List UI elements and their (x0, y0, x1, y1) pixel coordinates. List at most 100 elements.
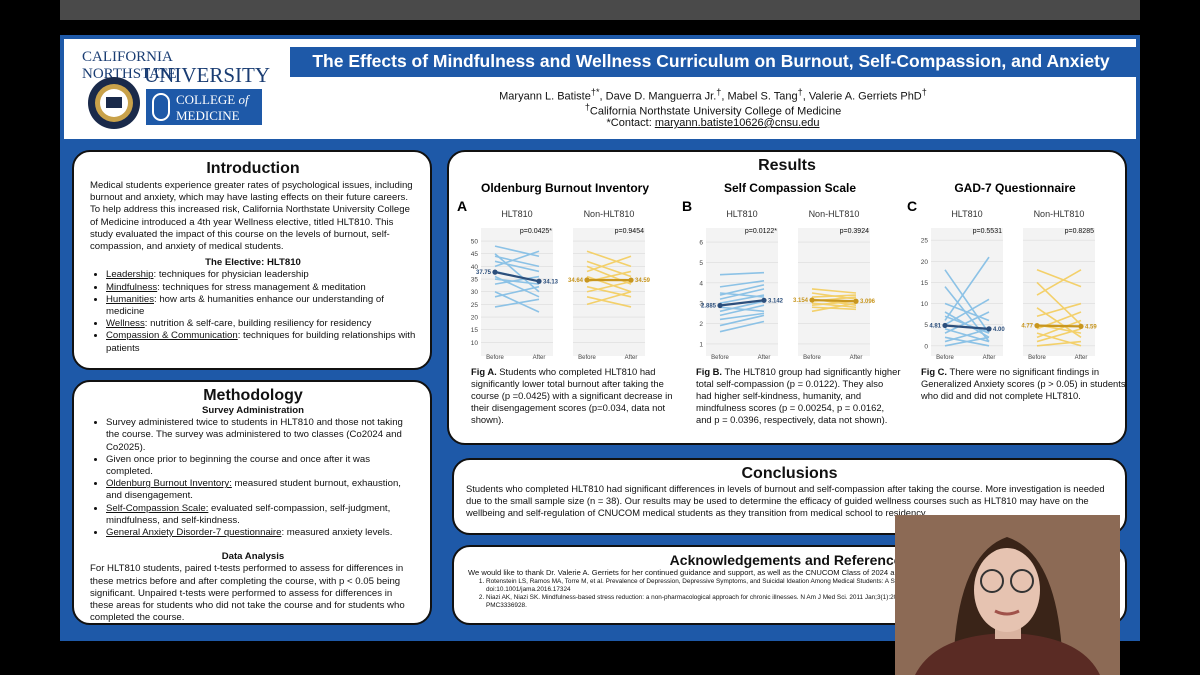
mean-point (492, 269, 498, 275)
p-value: p=0.0425* (520, 228, 552, 235)
acknowledgements-text: We would like to thank Dr. Valerie A. Ge… (468, 568, 1051, 577)
list-item: Leadership: techniques for physician lea… (106, 269, 416, 281)
mean-line (1036, 324, 1082, 328)
x-tick-label: Before (803, 355, 821, 361)
x-tick-label: Before (486, 355, 504, 361)
caption-label: Fig C. (921, 366, 948, 377)
subject-line (719, 306, 765, 313)
college-medicine: MEDICINE (176, 108, 240, 123)
y-tick-label: 35 (471, 277, 479, 284)
analysis-text: For HLT810 students, paired t-tests perf… (90, 563, 405, 624)
caption-label: Fig B. (696, 366, 723, 377)
college-of: of (238, 92, 249, 107)
subject-line (494, 250, 540, 268)
subject-line (494, 275, 540, 285)
group-label: Non-HLT810 (584, 209, 635, 219)
author-name: Dave D. Manguerra Jr. (605, 90, 717, 103)
y-tick-label: 50 (471, 239, 479, 246)
item-term: Wellness (106, 318, 145, 330)
list-item: Wellness: nutrition & self-care, buildin… (106, 318, 416, 330)
item-text: : techniques for building relationships … (106, 330, 416, 354)
section-title: Methodology (203, 387, 303, 404)
subject-line (719, 279, 765, 288)
section-title: Results (758, 157, 816, 174)
mean-point (628, 277, 634, 283)
mean-line (494, 271, 540, 283)
college-word: COLLEGE (176, 92, 236, 107)
subject-line (586, 290, 632, 306)
y-tick-label: 40 (471, 264, 479, 271)
subject-line (811, 306, 857, 311)
subject-line (719, 304, 765, 317)
subject-line (586, 296, 632, 308)
y-tick-label: 5 (699, 260, 703, 267)
mean-point (809, 297, 815, 303)
panel-letter: C (907, 198, 917, 214)
x-tick-label: Before (1028, 355, 1046, 361)
author-name: Maryann L. Batiste (499, 90, 591, 103)
item-text: : measured anxiety levels. (281, 527, 393, 539)
group-label: Non-HLT810 (1034, 209, 1085, 219)
subject-line (719, 294, 765, 304)
p-value: p=0.3924 (840, 228, 869, 235)
list-item: Given once prior to beginning the course… (106, 454, 416, 478)
x-tick-label: After (850, 355, 863, 361)
subject-line (1036, 269, 1082, 288)
caption-label: Fig A. (471, 366, 497, 377)
y-tick-label: 1 (699, 341, 703, 348)
webcam (895, 515, 1120, 675)
subject-line (944, 315, 990, 334)
y-tick-label: 10 (471, 340, 479, 347)
subject-line (719, 271, 765, 276)
college-box: COLLEGE of MEDICINE (146, 89, 262, 125)
affiliation-text: California Northstate University College… (589, 105, 842, 118)
mean-line (811, 298, 857, 303)
subject-line (719, 300, 765, 313)
subject-line (719, 312, 765, 321)
mean-point (986, 326, 992, 332)
author-mark: † (921, 87, 927, 97)
contact-email[interactable]: maryann.batiste10626@cnsu.edu (654, 117, 820, 129)
item-term: Leadership (106, 269, 154, 281)
subject-line (811, 288, 857, 294)
y-tick-label: 0 (924, 343, 928, 350)
item-text: : nutrition & self-care, building resili… (144, 318, 372, 330)
subject-line (494, 278, 540, 285)
seal-building (106, 97, 122, 108)
list-item: Self-Compassion Scale: evaluated self-co… (106, 503, 416, 527)
caption: Fig C. There were no significant finding… (921, 366, 1126, 401)
y-tick-label: 2 (699, 321, 703, 328)
subject-line (811, 302, 857, 313)
plot-area (931, 228, 1003, 356)
contact: *Contact: maryann.batiste10626@cnsu.edu (290, 117, 1136, 129)
subject-line (586, 285, 632, 298)
panel-letter: A (457, 198, 467, 214)
caduceus (152, 93, 170, 121)
mean-label: 3.142 (768, 298, 784, 304)
y-tick-label: 3 (699, 301, 703, 308)
methodology-list: Survey administered twice to students in… (90, 417, 416, 539)
author-name: Valerie A. Gerriets PhD (808, 90, 922, 103)
caption-body: The HLT810 group had significantly highe… (696, 366, 901, 425)
y-tick-label: 20 (471, 315, 479, 322)
subject-line (1036, 319, 1082, 339)
mean-line (944, 324, 990, 330)
p-value: p=0.5531 (973, 228, 1002, 235)
top-bar (60, 0, 1140, 20)
subject-line (944, 311, 990, 334)
mean-label: 37.75 (476, 270, 492, 276)
mouth (994, 609, 1020, 616)
caption: Fig A. Students who completed HLT810 had… (471, 366, 672, 425)
glasses-left (980, 569, 1004, 593)
intro-paragraph: Medical students experience greater rate… (90, 180, 413, 253)
affiliation: †California Northstate University Colleg… (290, 102, 1136, 118)
x-tick-label: Before (578, 355, 596, 361)
x-tick-label: After (533, 355, 546, 361)
mean-label: 4.77 (1021, 324, 1033, 330)
methodology-box: Methodology Survey Administration Survey… (72, 380, 432, 625)
title-band (290, 47, 1136, 77)
subject-line (811, 294, 857, 298)
affiliation-mark: † (584, 102, 590, 112)
list-item: Oldenburg Burnout Inventory: measured st… (106, 478, 416, 502)
subject-line (719, 284, 765, 296)
